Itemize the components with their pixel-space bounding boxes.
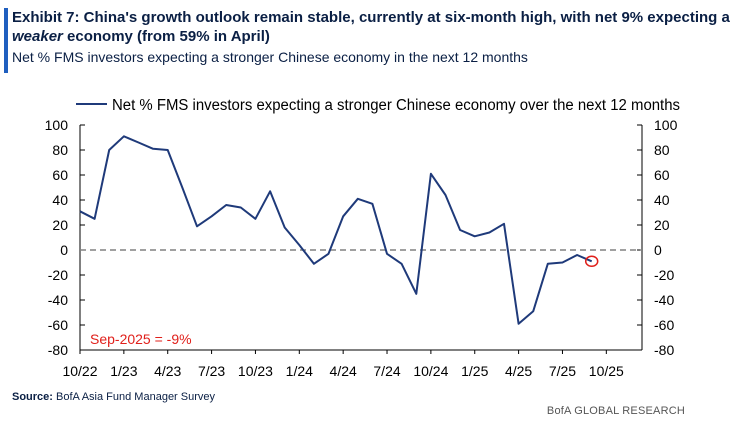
left-y-tick-label: 60: [52, 167, 68, 183]
data-point: [123, 135, 125, 137]
data-point: [445, 194, 447, 196]
data-point: [211, 215, 213, 217]
data-point: [152, 148, 154, 150]
data-point: [430, 173, 432, 175]
left-y-tick-label: -80: [48, 342, 68, 358]
left-y-tick-label: -40: [48, 292, 68, 308]
data-point: [488, 232, 490, 234]
x-tick-label: 10/24: [413, 363, 448, 379]
annotation-label: Sep-2025 = -9%: [90, 331, 192, 347]
data-point: [313, 263, 315, 265]
right-y-tick-label: -40: [654, 292, 674, 308]
data-point: [94, 218, 96, 220]
x-tick-label: 4/24: [330, 363, 357, 379]
data-point: [342, 215, 344, 217]
source-label: Source:: [12, 391, 53, 403]
right-y-tick-label: -80: [654, 342, 674, 358]
brand-label: BofA GLOBAL RESEARCH: [546, 405, 685, 417]
x-tick-label: 1/23: [110, 363, 137, 379]
data-point: [415, 293, 417, 295]
data-point: [196, 225, 198, 227]
right-y-tick-label: 60: [654, 167, 670, 183]
left-y-tick-label: 0: [60, 242, 68, 258]
chart-subtitle: Net % FMS investors expecting a stronger…: [12, 49, 528, 65]
x-tick-label: 10/23: [238, 363, 273, 379]
data-point: [386, 253, 388, 255]
data-point: [561, 262, 563, 264]
data-point: [576, 254, 578, 256]
data-point: [298, 244, 300, 246]
right-y-tick-label: -20: [654, 267, 674, 283]
right-y-tick-label: 100: [654, 117, 678, 133]
data-point: [167, 149, 169, 151]
data-point: [137, 142, 139, 144]
right-y-tick-label: 20: [654, 217, 670, 233]
legend-label: Net % FMS investors expecting a stronger…: [112, 97, 680, 114]
x-tick-label: 10/22: [62, 363, 97, 379]
data-point: [254, 218, 256, 220]
right-y-tick-label: -60: [654, 317, 674, 333]
source-text: BofA Asia Fund Manager Survey: [56, 391, 216, 403]
left-y-tick-label: 40: [52, 192, 68, 208]
data-point: [547, 263, 549, 265]
data-point: [371, 203, 373, 205]
left-y-tick-label: 80: [52, 142, 68, 158]
right-y-tick-label: 40: [654, 192, 670, 208]
right-y-tick-label: 0: [654, 242, 662, 258]
data-point: [269, 190, 271, 192]
right-y-tick-label: 80: [654, 142, 670, 158]
left-y-tick-label: -20: [48, 267, 68, 283]
x-tick-label: 1/25: [461, 363, 488, 379]
source-note: Source: BofA Asia Fund Manager Survey: [12, 391, 215, 403]
data-point: [591, 260, 593, 262]
data-point: [401, 263, 403, 265]
x-tick-label: 7/25: [549, 363, 576, 379]
left-y-tick-label: 100: [45, 117, 69, 133]
x-tick-label: 4/25: [505, 363, 532, 379]
x-tick-label: 4/23: [154, 363, 181, 379]
data-point: [240, 207, 242, 209]
data-point: [503, 223, 505, 225]
left-y-tick-label: 20: [52, 217, 68, 233]
data-point: [181, 187, 183, 189]
chart-title: Exhibit 7: China's growth outlook remain…: [12, 8, 732, 46]
x-tick-label: 1/24: [286, 363, 313, 379]
data-point: [79, 210, 81, 212]
title-accent-bar: [4, 8, 8, 73]
data-point: [357, 198, 359, 200]
latest-point-marker: [584, 255, 599, 267]
x-tick-label: 7/24: [373, 363, 400, 379]
data-point: [108, 149, 110, 151]
title-prefix: Exhibit 7: China's growth outlook remain…: [12, 9, 730, 26]
left-y-tick-label: -60: [48, 317, 68, 333]
x-tick-label: 7/23: [198, 363, 225, 379]
data-point: [459, 229, 461, 231]
data-point: [284, 227, 286, 229]
data-point: [518, 323, 520, 325]
data-point: [532, 310, 534, 312]
title-suffix: economy (from 59% in April): [62, 28, 270, 45]
x-tick-label: 10/25: [589, 363, 624, 379]
data-point: [328, 253, 330, 255]
series-line: [79, 135, 593, 325]
title-emphasis: weaker: [12, 28, 63, 45]
data-point: [225, 204, 227, 206]
data-point: [474, 235, 476, 237]
